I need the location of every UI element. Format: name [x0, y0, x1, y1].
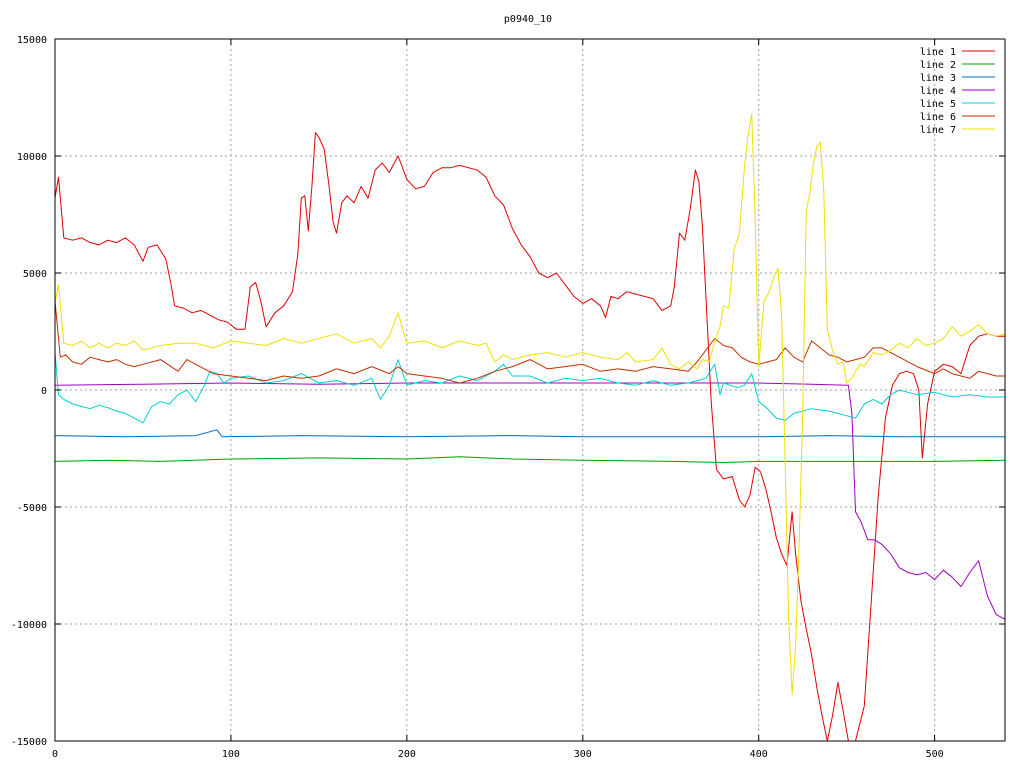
series-line-5 [55, 352, 1005, 424]
x-tick-label: 400 [750, 749, 768, 760]
x-tick-label: 500 [926, 749, 944, 760]
y-tick-label: 5000 [23, 269, 47, 280]
x-tick-label: 100 [222, 749, 240, 760]
grid [55, 39, 1005, 741]
legend-label: line 4 [920, 86, 956, 97]
series-line-6 [55, 301, 1005, 384]
series-line-4 [55, 382, 1005, 620]
y-tick-label: -10000 [11, 620, 47, 631]
series-line-2 [55, 456, 1005, 463]
x-tick-label: 0 [52, 749, 58, 760]
x-tick-label: 300 [574, 749, 592, 760]
y-tick-label: 15000 [17, 35, 47, 46]
y-tick-label: 10000 [17, 152, 47, 163]
legend-label: line 5 [920, 99, 956, 110]
series-line-1 [55, 132, 1005, 741]
series-line-7 [55, 113, 1005, 695]
y-tick-label: -15000 [11, 737, 47, 748]
chart-title: p0940_10 [504, 14, 552, 25]
axis-ticks: 0 100 200 300 400 500 -15000 -10000 -5000 0 5000 10… [11, 35, 1005, 760]
x-tick-label: 200 [398, 749, 416, 760]
legend-label: line 1 [920, 47, 956, 58]
y-tick-label: 0 [41, 386, 47, 397]
legend-label: line 6 [920, 112, 956, 123]
legend: line 1 line 2 line 3 line 4 line 5 line 6 line… [920, 47, 995, 136]
series-layer [55, 113, 1005, 741]
series-line-3 [55, 429, 1005, 438]
legend-label: line 7 [920, 125, 956, 136]
legend-label: line 3 [920, 73, 956, 84]
legend-label: line 2 [920, 60, 956, 71]
y-tick-label: -5000 [17, 503, 47, 514]
